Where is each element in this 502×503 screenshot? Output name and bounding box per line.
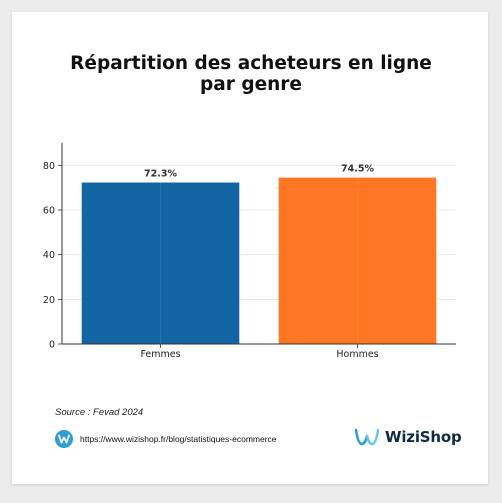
wizishop-logo-icon bbox=[354, 428, 380, 446]
wizishop-small-logo-icon bbox=[55, 430, 73, 448]
data-label-femmes: 72.3% bbox=[144, 169, 177, 180]
bar-hommes bbox=[278, 177, 437, 344]
x-tick-label-femmes: Femmes bbox=[140, 349, 180, 360]
y-tick-label-1: 20 bbox=[43, 295, 55, 306]
bar-femmes bbox=[81, 182, 240, 344]
source-url-link[interactable]: https://www.wizishop.fr/blog/statistique… bbox=[80, 434, 277, 444]
y-tick-label-4: 80 bbox=[43, 161, 55, 172]
y-tick-label-3: 60 bbox=[43, 206, 55, 217]
chart-title: Répartition des acheteurs en ligne par g… bbox=[0, 53, 502, 95]
y-tick-label-2: 40 bbox=[43, 250, 55, 261]
source-note: Source : Fevad 2024 bbox=[55, 407, 144, 418]
y-tick-label-0: 0 bbox=[49, 340, 55, 351]
brand-logo: WiziShop bbox=[354, 425, 462, 449]
url-row: https://www.wizishop.fr/blog/statistique… bbox=[55, 430, 277, 448]
brand-name: WiziShop bbox=[385, 428, 462, 446]
chart-title-line-2: par genre bbox=[200, 74, 302, 95]
chart-title-line-1: Répartition des acheteurs en ligne bbox=[70, 53, 432, 74]
x-tick-label-hommes: Hommes bbox=[336, 349, 378, 360]
data-label-hommes: 74.5% bbox=[341, 164, 374, 175]
